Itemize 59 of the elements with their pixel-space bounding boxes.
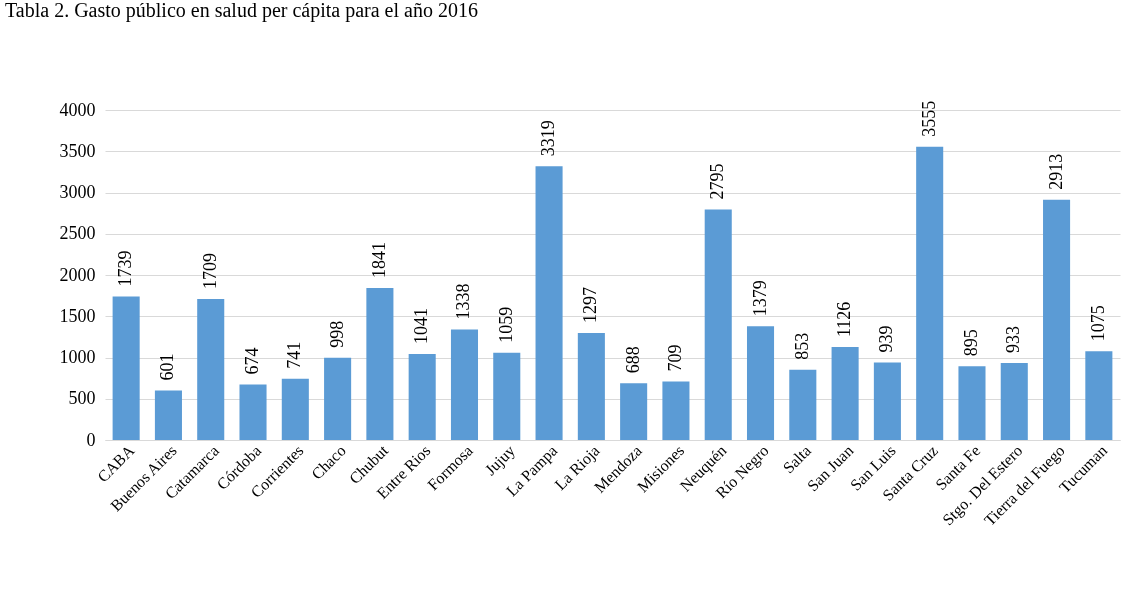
x-tick-label: Salta xyxy=(779,441,815,477)
bar xyxy=(620,383,648,440)
bar xyxy=(1000,363,1028,440)
data-label: 3555 xyxy=(918,100,939,137)
bar xyxy=(324,357,352,440)
data-label: 2795 xyxy=(707,163,728,200)
bar xyxy=(662,381,690,440)
y-tick-label: 3500 xyxy=(59,140,96,161)
data-label: 3319 xyxy=(538,120,559,157)
bar xyxy=(916,146,944,440)
bar xyxy=(704,209,732,440)
data-label: 998 xyxy=(326,320,347,348)
data-label: 933 xyxy=(1003,326,1024,354)
data-label: 1841 xyxy=(368,242,389,279)
bar xyxy=(873,362,901,440)
y-tick-label: 4000 xyxy=(59,99,96,120)
data-label: 709 xyxy=(664,344,685,372)
bar xyxy=(197,299,225,440)
y-tick-label: 0 xyxy=(86,429,96,450)
data-label: 1041 xyxy=(411,308,432,345)
bar xyxy=(577,333,605,440)
y-tick-label: 2500 xyxy=(59,223,96,244)
bar xyxy=(535,166,563,440)
y-tick-label: 1500 xyxy=(59,305,96,326)
bar xyxy=(281,378,309,440)
data-label: 895 xyxy=(960,329,981,357)
y-tick-label: 3000 xyxy=(59,182,96,202)
bar xyxy=(1085,351,1113,440)
bar xyxy=(958,366,986,440)
data-label: 1338 xyxy=(453,283,474,320)
bar xyxy=(450,329,479,440)
bar xyxy=(1043,199,1071,440)
data-label: 1297 xyxy=(580,287,601,323)
bar xyxy=(239,384,267,440)
data-label: 1126 xyxy=(834,301,855,338)
data-label: 1379 xyxy=(749,280,770,317)
data-label: 601 xyxy=(157,353,178,381)
chart-title: Tabla 2. Gasto público en salud per cápita para el año 2016 xyxy=(5,0,478,22)
data-label: 688 xyxy=(622,346,643,374)
data-label: 939 xyxy=(876,325,897,353)
data-label: 674 xyxy=(242,347,263,375)
bar xyxy=(789,369,817,440)
y-tick-label: 1000 xyxy=(59,347,96,367)
bar xyxy=(366,288,394,440)
y-tick-label: 2000 xyxy=(59,264,96,285)
bar xyxy=(154,390,182,440)
data-label: 741 xyxy=(284,341,305,369)
data-label: 1059 xyxy=(495,306,516,343)
data-label: 1709 xyxy=(199,253,220,290)
data-label: 2913 xyxy=(1045,153,1066,190)
data-label: 1739 xyxy=(115,250,136,287)
data-label: 853 xyxy=(791,332,812,360)
y-tick-label: 500 xyxy=(68,388,96,409)
bar xyxy=(112,296,140,440)
bar xyxy=(493,352,521,440)
bar xyxy=(408,354,436,440)
data-label: 1075 xyxy=(1087,305,1108,342)
bar xyxy=(831,347,859,440)
bar xyxy=(746,326,775,440)
